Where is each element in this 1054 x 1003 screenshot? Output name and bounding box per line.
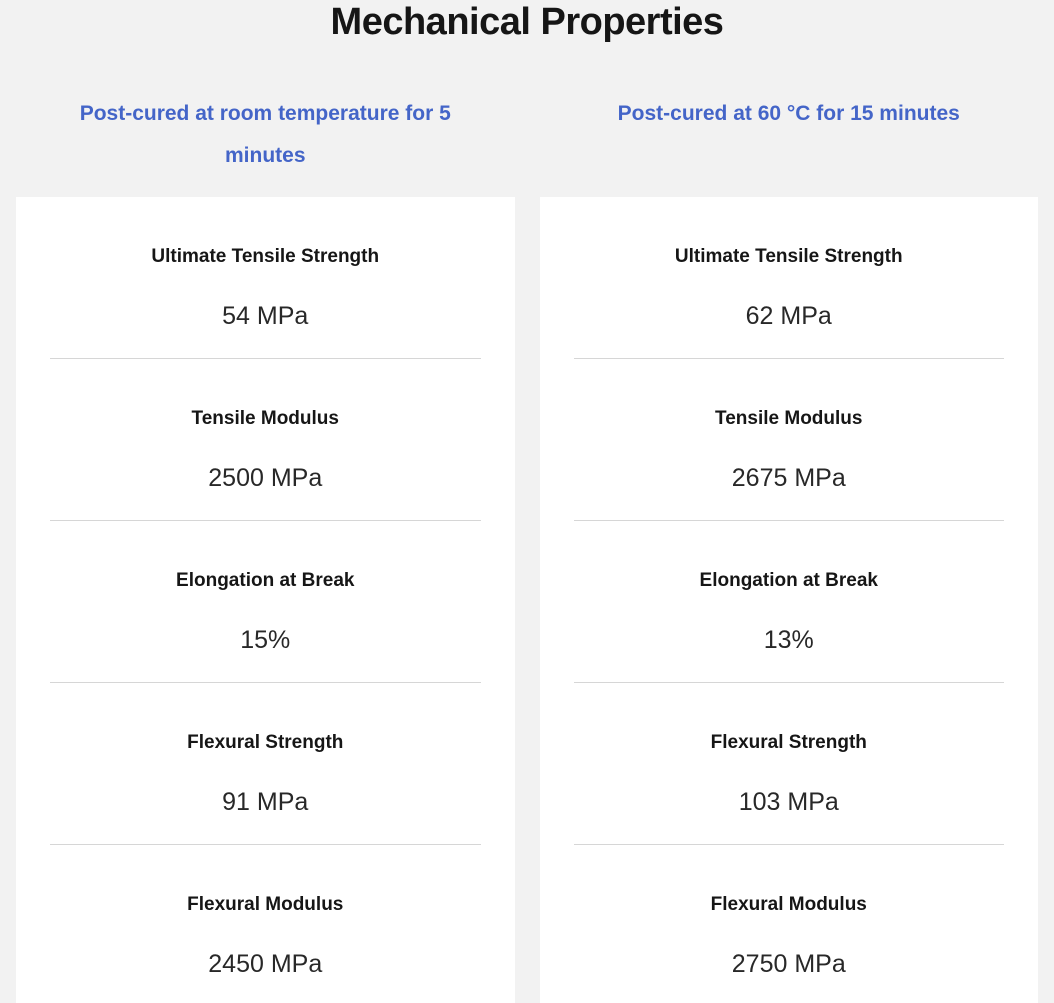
page-title: Mechanical Properties [330,1,724,43]
property-label: Ultimate Tensile Strength [674,246,903,267]
property-value: 2750 MPa [731,950,846,978]
property-value: 62 MPa [745,302,832,330]
column-headers-row: Post-cured at room temperature for 5 min… [16,93,1038,177]
property-row: Elongation at Break 13% [573,521,1004,683]
property-row: Flexural Strength 91 MPa [50,683,481,845]
property-value: 54 MPa [222,302,309,330]
column-header-room-temp: Post-cured at room temperature for 5 min… [16,93,515,177]
property-value: 91 MPa [222,788,309,816]
property-label: Elongation at Break [176,570,355,591]
property-label: Flexural Modulus [710,894,867,915]
property-label: Flexural Strength [710,732,867,753]
property-card-60c: Ultimate Tensile Strength 62 MPa Tensile… [539,197,1038,1003]
property-row: Ultimate Tensile Strength 54 MPa [50,197,481,359]
column-header-room-temp-text: Post-cured at room temperature for 5 min… [79,102,451,167]
property-row: Flexural Modulus 2750 MPa [574,845,1005,1003]
property-label: Ultimate Tensile Strength [151,246,380,267]
property-label: Tensile Modulus [191,408,339,429]
property-row: Ultimate Tensile Strength 62 MPa [573,197,1004,359]
property-value: 15% [240,626,291,654]
property-value: 2450 MPa [208,950,323,978]
property-card-room-temp: Ultimate Tensile Strength 54 MPa Tensile… [16,197,515,1003]
property-label: Flexural Modulus [187,894,344,915]
property-row: Tensile Modulus 2500 MPa [50,359,481,521]
property-label: Flexural Strength [187,732,344,753]
property-row: Tensile Modulus 2675 MPa [573,359,1004,521]
column-header-60c: Post-cured at 60 °C for 15 minutes [540,93,1039,135]
property-value: 13% [763,626,814,654]
property-cards-row: Ultimate Tensile Strength 54 MPa Tensile… [16,197,1038,1003]
column-header-60c-text: Post-cured at 60 °C for 15 minutes [617,102,960,125]
property-label: Elongation at Break [699,570,878,591]
property-row: Flexural Strength 103 MPa [573,683,1004,845]
property-value: 103 MPa [738,788,839,816]
property-label: Tensile Modulus [715,408,863,429]
property-row: Elongation at Break 15% [50,521,481,683]
property-value: 2500 MPa [208,464,323,492]
property-row: Flexural Modulus 2450 MPa [50,845,481,1003]
property-value: 2675 MPa [731,464,846,492]
